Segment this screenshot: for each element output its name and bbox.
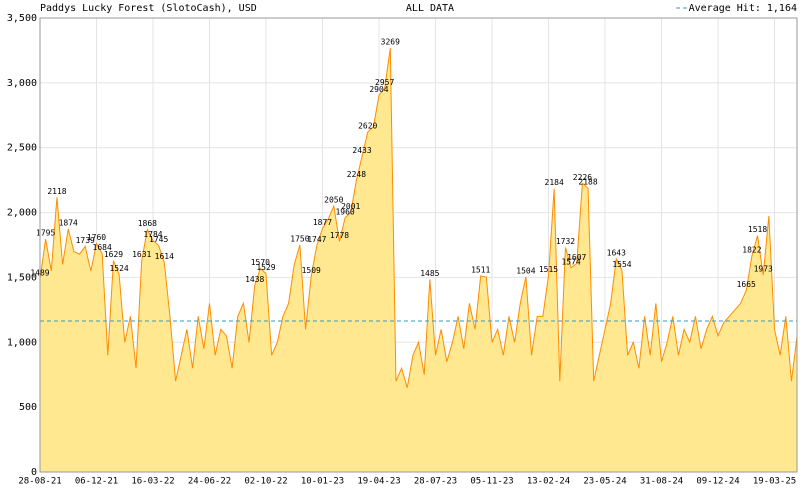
area — [40, 47, 798, 473]
value-label: 1874 — [59, 218, 78, 227]
value-label: 1629 — [104, 250, 123, 259]
value-label: 1518 — [748, 225, 767, 234]
chart-title: Paddys Lucky Forest (SlotoCash), USD — [40, 3, 257, 14]
x-tick-label: 31-08-24 — [640, 477, 683, 487]
x-tick-label: 19-04-23 — [357, 477, 400, 487]
value-label: 3269 — [381, 37, 400, 46]
value-label: 1524 — [109, 264, 128, 273]
value-label: 1747 — [307, 235, 326, 244]
legend-label: Average Hit: 1,164 — [689, 3, 797, 14]
value-label: 1631 — [132, 250, 151, 259]
x-tick-label: 05-11-23 — [470, 477, 513, 487]
value-label: 1607 — [567, 253, 586, 262]
value-label: 2226 — [573, 173, 592, 182]
value-label: 1973 — [754, 265, 773, 274]
x-tick-label: 28-07-23 — [414, 477, 457, 487]
value-label: 1868 — [138, 219, 157, 228]
y-tick-label: 3,500 — [7, 13, 37, 24]
value-label: 2620 — [358, 122, 377, 131]
x-tick-label: 06-12-21 — [75, 477, 118, 487]
y-tick-label: 2,500 — [7, 143, 37, 154]
value-label: 2248 — [347, 170, 366, 179]
value-label: 1745 — [149, 235, 168, 244]
value-label: 1504 — [516, 266, 535, 275]
value-label: 1509 — [302, 266, 321, 275]
value-label: 1778 — [330, 231, 349, 240]
x-tick-label: 23-05-24 — [583, 477, 626, 487]
value-label: 1574 — [561, 257, 580, 266]
value-label: 1485 — [420, 269, 439, 278]
y-tick-label: 0 — [31, 467, 37, 478]
y-tick-label: 1,500 — [7, 272, 37, 283]
value-label: 1684 — [93, 243, 112, 252]
x-tick-label: 19-03-25 — [753, 477, 796, 487]
value-label: 2904 — [369, 85, 388, 94]
value-label: 1511 — [471, 266, 490, 275]
value-label: 1750 — [290, 235, 309, 244]
x-tick-label: 16-03-22 — [131, 477, 174, 487]
value-label: 1732 — [556, 237, 575, 246]
value-label: 1665 — [737, 280, 756, 289]
value-label: 1614 — [155, 252, 174, 261]
x-tick-label: 24-06-22 — [188, 477, 231, 487]
value-label: 1877 — [313, 218, 332, 227]
value-label: 2184 — [545, 178, 564, 187]
y-tick-label: 1,000 — [7, 337, 37, 348]
value-label: 1515 — [539, 265, 558, 274]
x-tick-label: 13-02-24 — [527, 477, 570, 487]
x-tick-label: 02-10-22 — [244, 477, 287, 487]
value-label: 2188 — [578, 178, 597, 187]
value-label: 1784 — [143, 230, 162, 239]
value-label: 1529 — [256, 263, 275, 272]
value-label: 1960 — [335, 207, 354, 216]
value-label: 2957 — [375, 78, 394, 87]
value-label: 2433 — [352, 146, 371, 155]
y-tick-label: 2,000 — [7, 208, 37, 219]
x-tick-label: 10-01-23 — [301, 477, 344, 487]
value-label: 1760 — [87, 233, 106, 242]
y-tick-label: 500 — [19, 402, 37, 413]
value-label: 1822 — [742, 246, 761, 255]
value-label: 2118 — [47, 187, 66, 196]
value-label: 1570 — [251, 258, 270, 267]
value-label: 2050 — [324, 196, 343, 205]
value-label: 1739 — [76, 236, 95, 245]
plot-frame — [39, 17, 798, 473]
y-tick-label: 3,000 — [7, 78, 37, 89]
value-label: 1438 — [245, 275, 264, 284]
chart-subtitle: ALL DATA — [406, 3, 454, 14]
value-label: 1643 — [607, 248, 626, 257]
line — [39, 47, 798, 388]
x-tick-label: 28-08-21 — [18, 477, 61, 487]
x-tick-label: 09-12-24 — [696, 477, 739, 487]
value-label: 1795 — [36, 229, 55, 238]
value-label: 1554 — [612, 260, 631, 269]
value-label: 2001 — [341, 202, 360, 211]
